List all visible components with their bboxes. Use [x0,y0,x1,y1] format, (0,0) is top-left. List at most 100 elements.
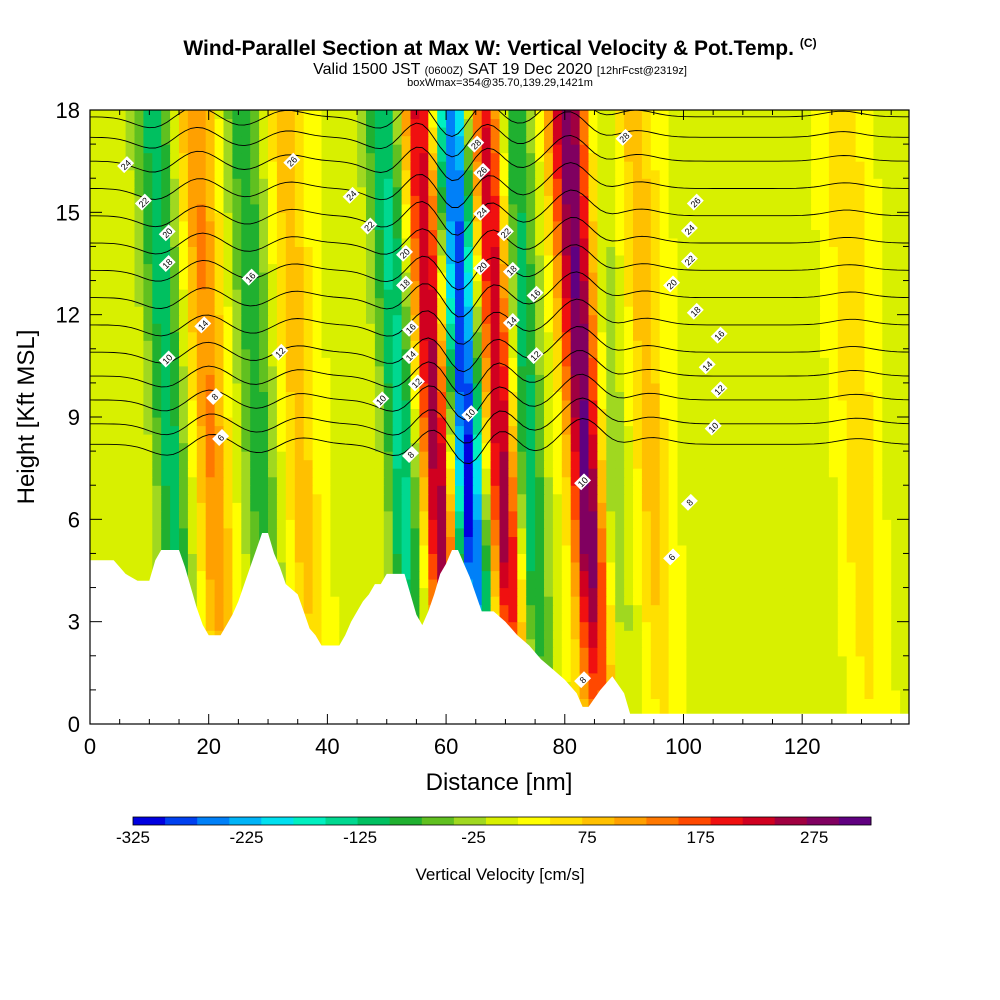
field-cell [722,570,732,580]
field-cell [677,442,687,452]
field-cell [339,331,349,341]
field-cell [748,681,759,691]
field-cell [437,536,447,546]
field-cell [641,468,652,478]
field-cell [428,451,438,461]
field-cell [606,365,616,375]
field-cell [455,451,465,461]
field-cell [739,451,750,461]
field-cell [704,562,714,572]
field-cell [116,272,127,282]
field-cell [784,510,794,520]
field-cell [107,425,118,435]
field-cell [232,468,242,478]
field-cell [802,468,812,478]
field-cell [766,408,777,418]
field-cell [90,306,100,316]
field-cell [766,425,777,435]
field-cell [570,493,581,503]
field-cell [802,672,812,682]
field-cell [374,544,385,554]
field-cell [704,604,714,614]
field-cell [820,459,830,469]
field-cell [748,613,759,623]
field-cell [882,621,892,631]
field-cell [357,348,367,358]
field-cell [615,647,625,657]
field-cell [134,340,144,350]
field-cell [241,374,251,384]
field-cell [98,255,109,265]
field-cell [401,527,412,537]
field-cell [650,408,661,418]
field-cell [312,314,323,324]
field-cell [214,314,225,324]
field-cell [606,391,616,401]
field-cell [713,323,723,333]
field-cell [766,357,777,367]
field-cell [303,476,314,486]
field-cell [285,289,296,299]
field-cell [731,263,741,273]
field-cell [686,485,696,495]
field-cell [650,672,661,682]
field-cell [374,579,385,589]
field-cell [686,399,696,409]
field-cell [775,630,785,640]
field-cell [152,340,162,350]
field-cell [366,519,376,529]
field-cell [633,502,643,512]
field-cell [455,272,465,282]
field-cell [374,374,385,384]
field-cell [481,306,492,316]
field-cell [161,306,171,316]
field-cell [535,331,545,341]
field-cell [748,553,759,563]
field-cell [820,510,830,520]
field-cell [196,519,207,529]
field-cell [90,451,100,461]
field-cell [392,485,403,495]
field-cell [330,391,340,401]
field-cell [864,562,874,572]
field-cell [659,357,670,367]
field-cell [606,459,616,469]
field-cell [891,323,901,333]
field-cell [312,374,323,384]
field-cell [828,399,839,409]
field-cell [125,527,136,537]
field-cell [499,485,509,495]
field-cell [820,314,830,324]
field-cell [232,323,242,333]
field-cell [820,655,830,665]
field-cell [205,502,216,512]
field-cell [659,630,670,640]
field-cell [766,348,777,358]
field-cell [695,681,705,691]
field-cell [757,468,768,478]
field-cell [900,655,909,665]
field-cell [294,434,305,444]
field-cell [419,613,429,623]
field-cell [508,468,518,478]
field-cell [214,297,225,307]
field-cell [597,485,607,495]
field-cell [312,263,323,273]
field-cell [668,570,679,580]
field-cell [303,272,314,282]
field-cell [855,613,866,623]
field-cell [196,331,207,341]
field-cell [811,476,821,486]
field-cell [873,476,883,486]
field-cell [446,527,456,537]
field-cell [161,374,171,384]
field-cell [846,417,857,427]
field-cell [481,348,492,358]
field-cell [428,476,438,486]
field-cell [366,331,376,341]
field-cell [846,306,857,316]
field-cell [374,382,385,392]
field-cell [704,493,714,503]
field-cell [472,510,483,520]
field-cell [731,698,741,708]
